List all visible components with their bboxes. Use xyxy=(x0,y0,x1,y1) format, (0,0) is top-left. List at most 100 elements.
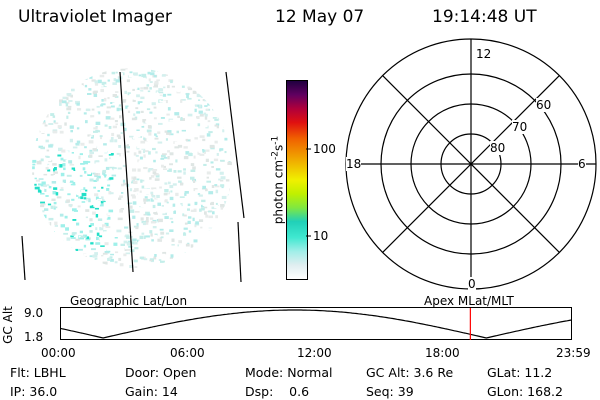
image-pixel xyxy=(103,177,109,180)
image-pixel xyxy=(110,258,114,262)
image-pixel xyxy=(59,108,62,110)
image-pixel xyxy=(223,124,226,128)
image-pixel xyxy=(181,129,186,132)
image-pixel xyxy=(103,231,108,235)
image-pixel xyxy=(66,115,69,119)
image-pixel xyxy=(48,123,54,125)
image-pixel xyxy=(182,203,186,207)
image-pixel xyxy=(160,158,165,162)
image-pixel xyxy=(123,127,127,132)
image-pixel xyxy=(200,207,205,211)
image-pixel xyxy=(150,72,155,76)
image-pixel xyxy=(89,151,94,155)
image-pixel xyxy=(45,167,49,170)
image-pixel xyxy=(155,135,158,138)
image-pixel xyxy=(77,108,82,111)
image-pixel xyxy=(110,192,114,195)
image-pixel xyxy=(107,79,110,82)
image-pixel xyxy=(56,85,61,89)
image-pixel xyxy=(178,122,182,125)
image-pixel xyxy=(102,199,105,202)
image-pixel xyxy=(92,254,98,258)
image-pixel xyxy=(163,193,168,196)
image-pixel xyxy=(214,118,219,121)
image-pixel xyxy=(83,244,87,248)
image-pixel xyxy=(227,161,232,165)
image-pixel xyxy=(132,238,137,241)
image-pixel xyxy=(208,199,212,203)
date-label: 12 May 07 xyxy=(275,7,365,27)
image-pixel xyxy=(35,72,40,77)
image-pixel xyxy=(41,181,46,185)
image-pixel xyxy=(173,69,177,72)
image-pixel xyxy=(219,227,224,231)
gc-alt-value: GC Alt: 3.6 Re xyxy=(366,365,454,380)
image-pixel xyxy=(73,261,78,264)
image-pixel xyxy=(79,153,83,156)
door-value: Door: Open xyxy=(125,365,197,380)
image-pixel xyxy=(81,83,84,86)
image-pixel xyxy=(195,189,200,192)
image-pixel xyxy=(148,78,151,82)
image-pixel xyxy=(121,192,124,194)
image-pixel xyxy=(90,71,95,74)
image-pixel xyxy=(206,180,211,183)
image-pixel xyxy=(199,114,204,117)
image-pixel xyxy=(59,266,64,268)
image-pixel xyxy=(89,255,93,258)
image-pixel xyxy=(72,208,77,212)
image-pixel xyxy=(163,86,166,89)
image-pixel xyxy=(96,236,99,241)
image-pixel xyxy=(48,222,52,226)
image-pixel xyxy=(140,204,146,207)
image-pixel xyxy=(141,73,147,78)
image-pixel xyxy=(133,259,138,263)
image-pixel xyxy=(81,125,86,129)
gain-value: Gain: 14 xyxy=(125,384,178,399)
seq-value: Seq: 39 xyxy=(366,384,414,399)
image-pixel xyxy=(95,227,98,231)
image-pixel xyxy=(47,266,53,268)
image-pixel xyxy=(71,250,74,253)
image-pixel xyxy=(143,84,148,87)
image-pixel xyxy=(36,240,41,245)
image-pixel xyxy=(211,206,217,209)
image-pixel xyxy=(161,74,166,77)
image-pixel xyxy=(121,187,127,191)
image-pixel xyxy=(206,171,211,175)
image-pixel xyxy=(230,88,232,91)
image-pixel xyxy=(160,260,165,263)
image-pixel xyxy=(211,166,214,168)
image-pixel xyxy=(149,230,153,234)
image-pixel xyxy=(228,135,231,138)
image-pixel xyxy=(166,113,170,116)
image-pixel xyxy=(147,265,152,268)
image-pixel xyxy=(44,198,49,201)
image-pixel xyxy=(105,166,110,170)
image-pixel xyxy=(129,265,134,268)
image-pixel xyxy=(44,114,49,118)
image-pixel xyxy=(134,247,139,250)
image-pixel xyxy=(176,86,180,90)
image-pixel xyxy=(151,238,154,242)
image-pixel xyxy=(191,257,195,261)
image-pixel xyxy=(188,216,192,219)
image-pixel xyxy=(197,193,201,195)
image-pixel xyxy=(210,91,215,94)
image-pixel xyxy=(115,71,118,74)
image-pixel xyxy=(80,142,85,146)
image-pixel xyxy=(220,261,223,266)
image-pixel xyxy=(143,198,148,202)
image-pixel xyxy=(104,242,109,246)
image-pixel xyxy=(159,100,164,103)
image-pixel xyxy=(227,246,232,249)
image-pixel xyxy=(62,176,66,178)
image-pixel xyxy=(135,107,139,110)
image-pixel xyxy=(185,131,189,135)
image-pixel xyxy=(231,165,232,169)
image-pixel xyxy=(212,117,217,119)
image-pixel xyxy=(119,195,123,198)
image-pixel xyxy=(69,138,73,143)
image-pixel xyxy=(160,168,165,171)
image-pixel xyxy=(49,197,52,201)
